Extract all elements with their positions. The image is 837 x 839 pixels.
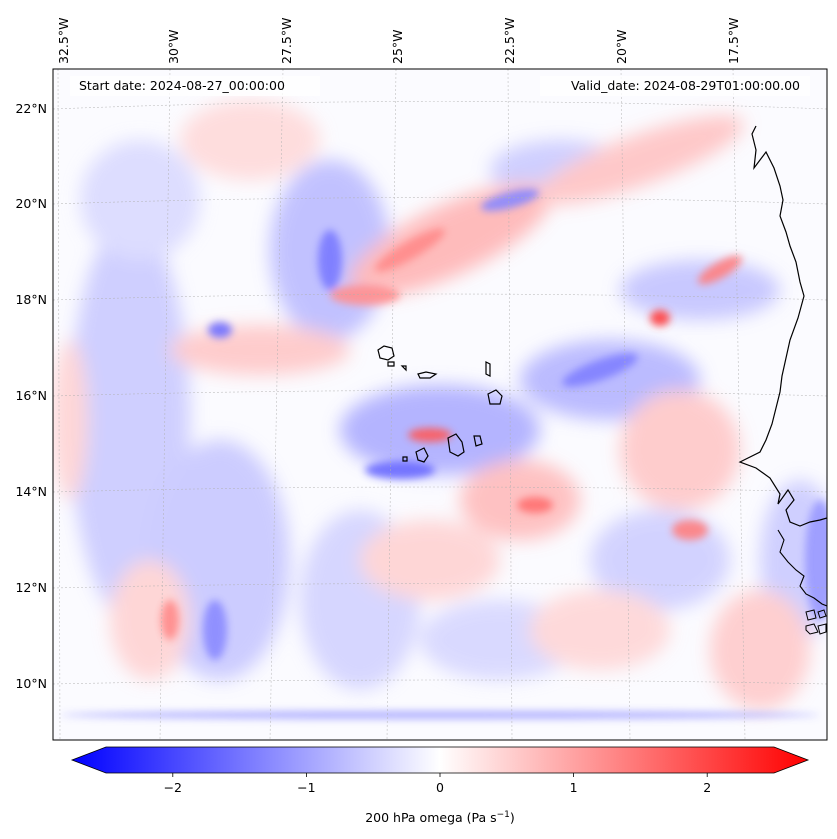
- colorbar-label-end: ): [510, 810, 515, 825]
- colorbar-tick-label: 1: [570, 780, 578, 795]
- lat-label: 20°N: [15, 196, 47, 211]
- lat-label: 18°N: [15, 292, 47, 307]
- omega-field-fine: [60, 189, 827, 719]
- lat-label: 12°N: [15, 580, 47, 595]
- lat-label: 16°N: [15, 388, 47, 403]
- lon-label: 22.5°W: [502, 18, 517, 64]
- colorbar-ticks: −2 −1 0 1 2: [164, 773, 711, 795]
- bijagos-islands: [805, 609, 827, 635]
- colorbar-tick-label: 2: [703, 780, 711, 795]
- africa-coastline: [738, 125, 827, 527]
- colorbar-tick-label: −2: [164, 780, 182, 795]
- lat-label: 14°N: [15, 484, 47, 499]
- lon-label: 30°W: [166, 29, 181, 64]
- lat-label: 22°N: [15, 101, 47, 116]
- lon-label: 32.5°W: [56, 18, 71, 64]
- africa-coastline-south: [777, 529, 827, 607]
- lon-label: 25°W: [390, 29, 405, 64]
- omega-field: [53, 100, 827, 710]
- lon-label: 20°W: [614, 29, 629, 64]
- colorbar-label-sup: −1: [497, 810, 510, 820]
- lon-label: 27.5°W: [279, 18, 294, 64]
- cape-verde-islands: [377, 345, 503, 463]
- valid-date-label: Valid_date: 2024-08-29T01:00:00.00: [571, 78, 800, 93]
- colorbar-tick-label: −1: [297, 780, 315, 795]
- colorbar-tick-label: 0: [436, 780, 444, 795]
- colorbar-bar: [70, 746, 810, 774]
- lon-label: 17.5°W: [726, 18, 741, 64]
- longitude-labels: 32.5°W 30°W 27.5°W 25°W 22.5°W 20°W 17.5…: [56, 18, 741, 64]
- colorbar-label: 200 hPa omega (Pa s−1): [365, 810, 515, 825]
- lat-label: 10°N: [15, 676, 47, 691]
- start-date-label: Start date: 2024-08-27_00:00:00: [79, 78, 285, 93]
- colorbar: −2 −1 0 1 2 200 hPa omega (Pa s−1): [70, 746, 810, 825]
- colorbar-label-main: 200 hPa omega (Pa s: [365, 810, 496, 825]
- latitude-labels: 22°N 20°N 18°N 16°N 14°N 12°N 10°N: [15, 101, 47, 691]
- map-panel: Start date: 2024-08-27_00:00:00 Valid_da…: [52, 68, 828, 741]
